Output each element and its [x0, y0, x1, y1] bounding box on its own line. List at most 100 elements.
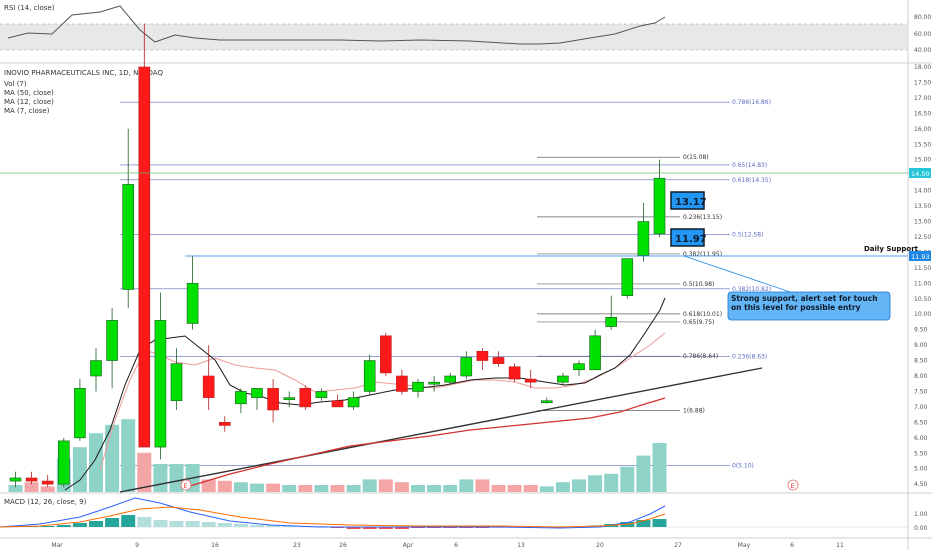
time-tick: 6 — [790, 542, 794, 549]
price-tick: 4.50 — [914, 481, 928, 488]
time-tick: 11 — [836, 542, 844, 549]
price-tick: 7.00 — [914, 404, 928, 411]
volume-bar — [411, 485, 425, 492]
volume-bar — [636, 455, 651, 492]
price-tick: 9.50 — [914, 327, 928, 334]
time-tick: Mar — [51, 542, 63, 549]
volume-bar — [443, 485, 458, 492]
fib-level-label: 0.618(10.01) — [683, 311, 722, 318]
price-tick: 17.00 — [914, 95, 931, 102]
candle-body — [444, 375, 457, 383]
time-axis: Mar 9 16 23 26 Apr 6 13 20 27 May 6 11 — [51, 542, 844, 549]
price-callout-11[interactable]: 11.97 — [670, 228, 707, 247]
macd-bar — [378, 527, 393, 529]
price-tick: 8.00 — [914, 373, 928, 380]
candle-body — [315, 391, 328, 398]
price-tick: 12.50 — [914, 234, 931, 241]
volume-bar — [572, 479, 586, 492]
price-tick: 10.50 — [914, 296, 931, 303]
symbol-title: INOVIO PHARMACEUTICALS INC, 1D, NASDAQ — [4, 69, 163, 77]
indicator-ma7[interactable]: MA (7, close) — [4, 107, 50, 115]
candle-body — [363, 360, 376, 392]
volume-bar — [588, 475, 603, 492]
rsi-label: RSI (14, close) — [4, 4, 55, 12]
price-tick: 5.50 — [914, 450, 928, 457]
candle-body — [41, 480, 54, 485]
price-callout-13[interactable]: 13.17 — [670, 191, 707, 210]
candle-body — [170, 363, 183, 402]
fib-level-label: 0.5(10.98) — [683, 281, 714, 288]
volume-bar — [72, 447, 87, 492]
candle-body — [251, 388, 263, 398]
volume-bar — [201, 479, 216, 492]
time-tick: Apr — [403, 542, 414, 549]
rsi-tick: 60.00 — [914, 31, 931, 38]
earnings-marker[interactable]: E — [787, 479, 799, 491]
note-text: Strong support, alert set for touch on t… — [731, 294, 878, 312]
time-tick: May — [738, 542, 751, 549]
rsi-line — [7, 5, 666, 45]
fib-level-label: 0.236(13.15) — [683, 214, 722, 221]
fib-extension-label: 0.786(16.86) — [732, 99, 771, 106]
candle-body — [637, 221, 650, 256]
macd-bar — [169, 521, 184, 527]
time-tick: 26 — [339, 542, 347, 549]
time-tick: 27 — [674, 542, 682, 549]
volume-bar — [555, 482, 570, 492]
macd-bar — [217, 523, 232, 527]
macd-bar — [56, 525, 71, 527]
price-tick: 15.50 — [914, 141, 931, 148]
volume-bar — [8, 485, 23, 492]
macd-bar — [185, 521, 200, 527]
indicator-ma12[interactable]: MA (12, close) — [4, 98, 54, 106]
earnings-marker-label: E — [791, 482, 795, 490]
time-tick: 23 — [293, 542, 301, 549]
fib-level-label: 1(6.88) — [683, 408, 705, 415]
macd-bar — [250, 525, 264, 527]
price-tick: 11.00 — [914, 280, 931, 287]
price-tag-value: 14.50 — [911, 170, 930, 178]
volume-bar — [491, 485, 506, 492]
callout-13-value: 13.17 — [675, 197, 707, 208]
candle-body — [428, 381, 440, 385]
macd-bar — [153, 520, 168, 527]
fibonacci-retracements[interactable]: 0(15.08) 0.236(13.15) 0.382(11.95) 0.5(10.9… — [120, 99, 771, 470]
indicator-ma50[interactable]: MA (50, close) — [4, 89, 54, 97]
time-tick: 6 — [454, 542, 458, 549]
volume-bar — [137, 452, 152, 492]
candle-body — [621, 258, 634, 296]
note-box[interactable]: Strong support, alert set for touch on t… — [727, 291, 891, 321]
fib-level-label: 0.65(9.75) — [683, 319, 714, 326]
volume-bar — [89, 433, 103, 492]
volume-bar — [523, 485, 538, 492]
volume-bar — [394, 482, 409, 492]
candlesticks — [9, 23, 666, 488]
indicator-vol[interactable]: Vol (7) — [4, 80, 27, 88]
macd-bar — [105, 518, 120, 527]
price-tick: 9.00 — [914, 342, 928, 349]
volume-bar — [298, 485, 313, 492]
time-tick: 20 — [596, 542, 604, 549]
uptrend-line[interactable] — [119, 367, 763, 493]
macd-bar — [40, 526, 55, 527]
volume-bar — [153, 464, 168, 492]
price-tick: 8.50 — [914, 358, 928, 365]
fib-extension-label: 0.618(14.35) — [732, 177, 771, 184]
candle-body — [283, 397, 296, 400]
candle-body — [235, 391, 247, 405]
macd-bar — [636, 520, 651, 527]
rsi-band — [0, 24, 908, 50]
time-tick: 16 — [211, 542, 219, 549]
fib-extension-label: 0.5(12.58) — [732, 231, 763, 238]
earnings-marker[interactable]: E — [180, 479, 192, 491]
candle-body — [202, 375, 215, 398]
macd-tick: 0.00 — [914, 525, 928, 532]
macd-bar — [72, 523, 87, 527]
macd-signal-line — [0, 506, 666, 528]
volume-bar — [40, 486, 55, 492]
candle-body — [557, 375, 569, 383]
candle-body — [412, 381, 424, 392]
candle-body — [138, 66, 151, 448]
